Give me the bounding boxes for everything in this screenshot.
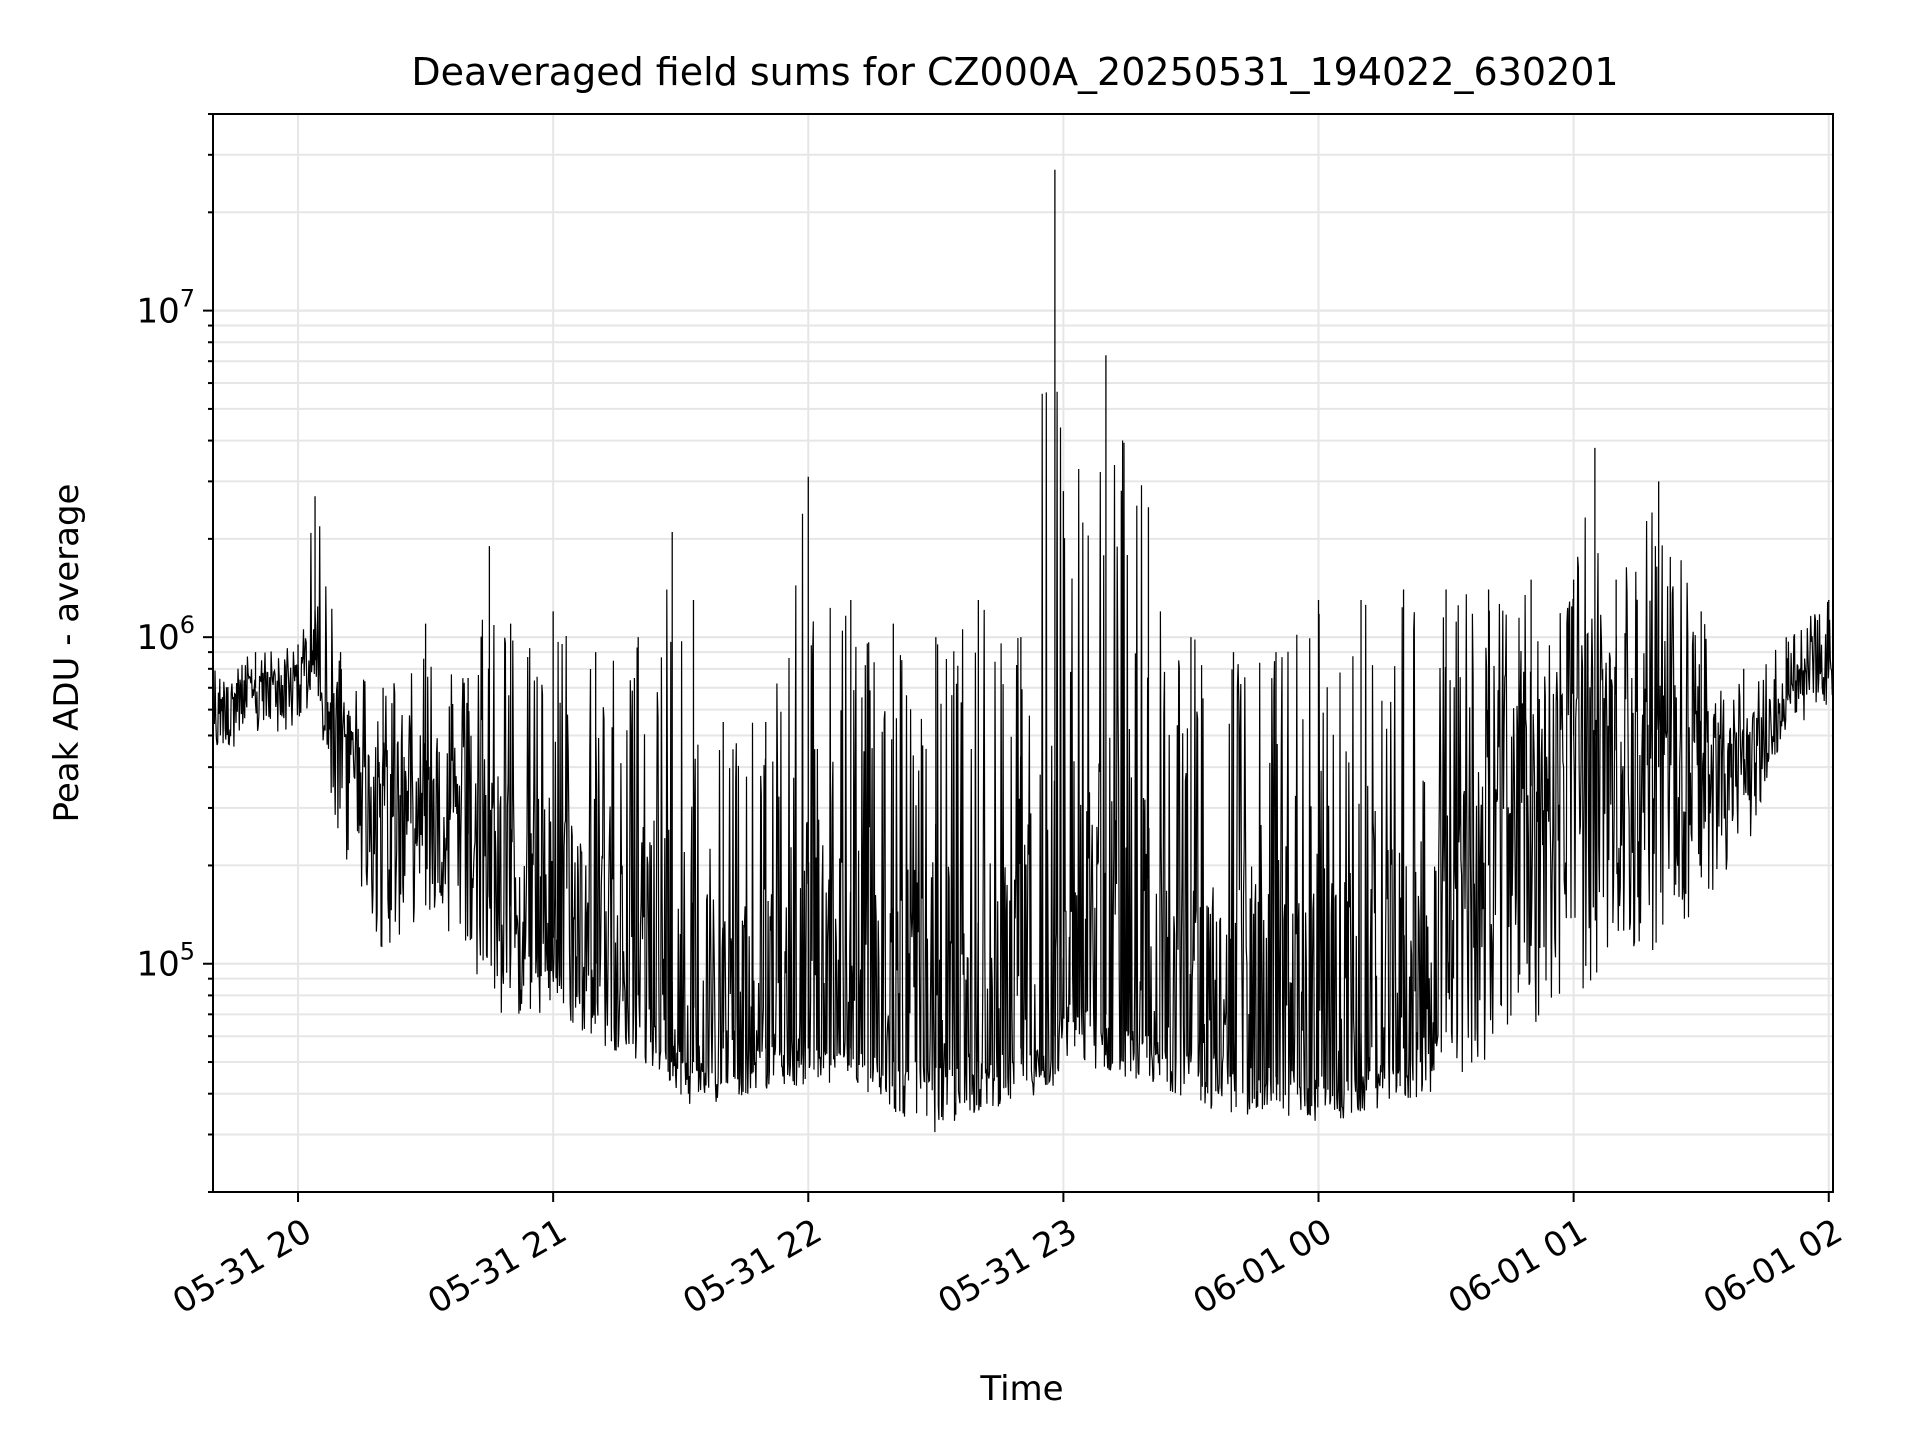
y-axis: 105 106 107	[136, 113, 213, 1193]
x-axis-label: Time	[979, 1369, 1063, 1409]
plot-frame	[212, 113, 1834, 1193]
data-series	[212, 169, 1834, 1133]
y-axis-label: Peak ADU - average	[47, 484, 87, 823]
series-line	[212, 391, 1834, 1133]
y-tick-label: 107	[136, 285, 195, 332]
y-tick-label: 105	[136, 938, 195, 985]
chart-title: Deaveraged field sums for CZ000A_2025053…	[411, 50, 1618, 94]
y-tick-label: 106	[136, 611, 195, 658]
